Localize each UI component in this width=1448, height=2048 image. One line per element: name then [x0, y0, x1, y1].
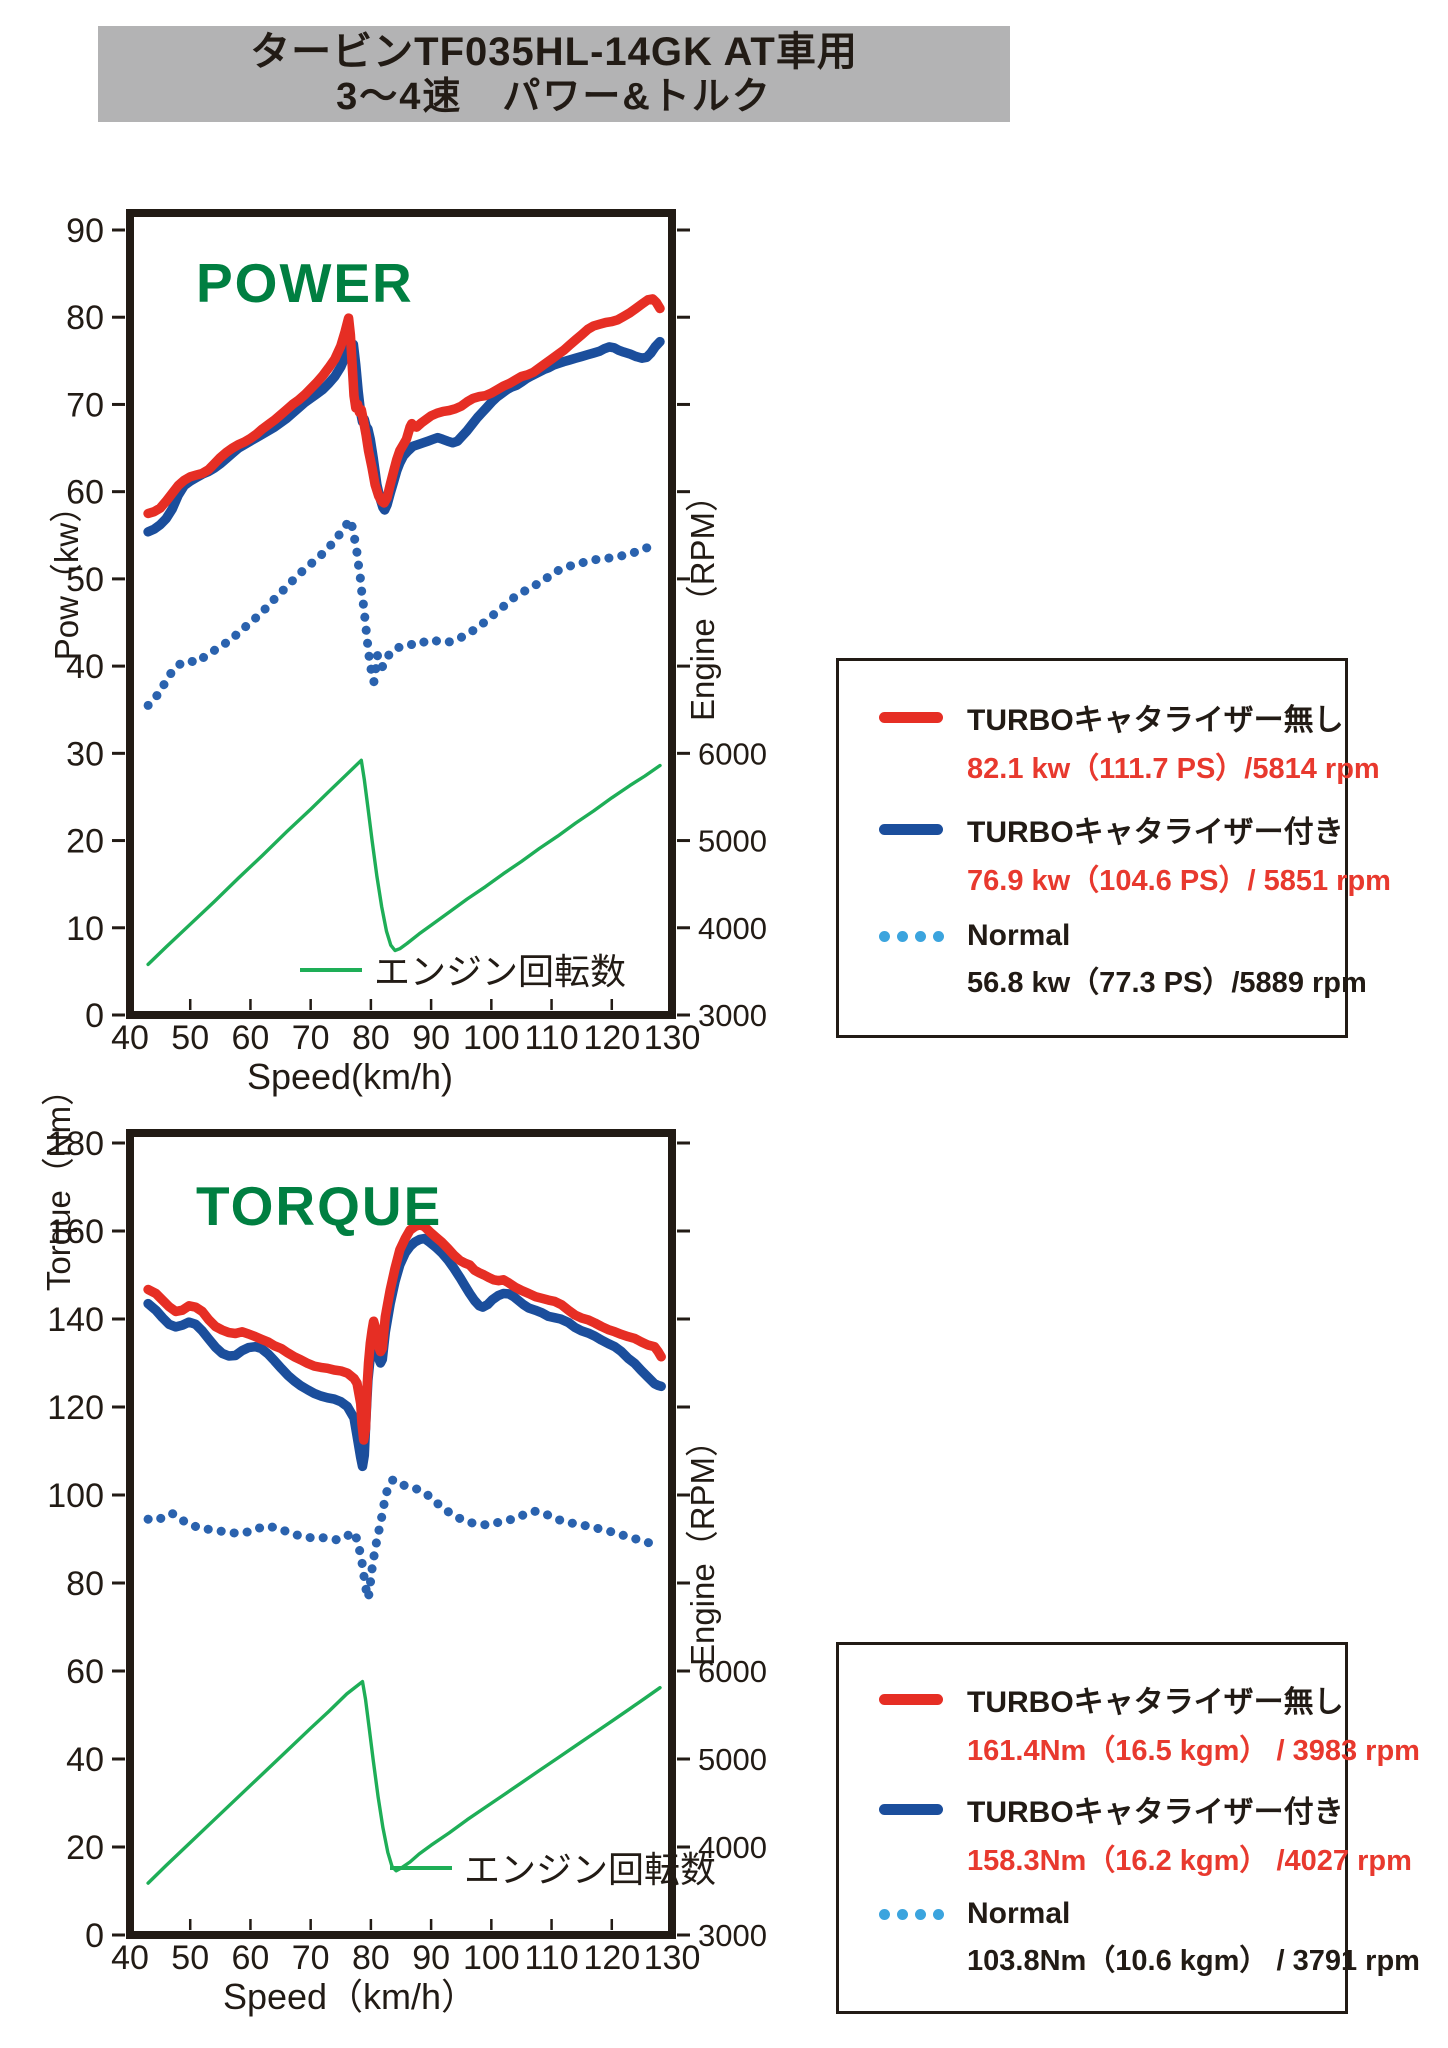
- engine-rpm-legend-label: エンジン回転数: [374, 951, 626, 992]
- x-tick-label: 110: [524, 1939, 578, 1977]
- y-left-tick-label: 50: [66, 561, 104, 599]
- x-tick-label: 40: [111, 1019, 149, 1057]
- legend-label: Normal: [967, 1897, 1071, 1930]
- torque-chart: 0 20 40 60 80 100 120 140 160 180 6000 5000 4000 3000…: [40, 1073, 767, 2017]
- legend-value: 103.8Nm（10.6 kgm） / 3791 rpm: [967, 1945, 1420, 1977]
- torque-series-with-cat: [143, 1233, 666, 1472]
- y-left-tick-label: 90: [66, 212, 104, 250]
- y-right-tick-label: 5000: [698, 1742, 767, 1777]
- y-left-tick-label: 140: [47, 1301, 104, 1339]
- legend-label: TURBOキャタライザー付き: [967, 1796, 1344, 1829]
- x-tick-label: 70: [292, 1019, 330, 1057]
- legend-item: Normal 103.8Nm（10.6 kgm） / 3791 rpm: [879, 1897, 1420, 1979]
- power-series-no-cat: [143, 294, 665, 519]
- legend-item: Normal 56.8 kw（77.3 PS）/5889 rpm: [879, 919, 1367, 1001]
- y-left-tick-label: 40: [66, 648, 104, 686]
- page-title-line2: 3～4速 パワー&トルク: [336, 76, 772, 118]
- y-left-tick-label: 60: [66, 474, 104, 512]
- legend-label: TURBOキャタライザー付き: [967, 816, 1344, 849]
- y-right-tick-label: 4000: [698, 911, 767, 946]
- y-left-tick-label: 180: [47, 1125, 104, 1163]
- torque-y-right-axis-label: Engine（RPM）: [684, 1424, 721, 1666]
- x-tick-label: 50: [171, 1019, 209, 1057]
- legend-value: 158.3Nm（16.2 kgm） /4027 rpm: [967, 1845, 1412, 1877]
- power-plot-frame: [126, 209, 676, 1019]
- power-series-normal: [143, 515, 662, 710]
- dotted-line-marker-icon: [879, 1908, 967, 1920]
- engine-rpm-legend-label: エンジン回転数: [464, 1849, 716, 1890]
- legend-value: 76.9 kw（104.6 PS）/ 5851 rpm: [967, 865, 1391, 897]
- y-left-tick-label: 10: [66, 910, 104, 948]
- y-left-tick-label: 0: [85, 1917, 104, 1955]
- legend-item: TURBOキャタライザー付き 76.9 kw（104.6 PS）/ 5851 r…: [879, 807, 1391, 899]
- y-left-tick-label: 30: [66, 735, 104, 773]
- torque-plot-frame: [126, 1129, 676, 1939]
- y-left-tick-label: 20: [66, 823, 104, 861]
- y-left-tick-label: 80: [66, 1565, 104, 1603]
- power-y-left-axis-label: Pow（kw）: [48, 490, 85, 661]
- power-chart: 0 10 20 30 40 50 60 70 80 90 6000 5000 4000 3000 40 50 6…: [48, 209, 767, 1097]
- legend-value: 161.4Nm（16.5 kgm） / 3983 rpm: [967, 1735, 1420, 1767]
- power-legend-box: TURBOキャタライザー無し 82.1 kw（111.7 PS）/5814 rp…: [836, 658, 1391, 1038]
- y-left-tick-label: 120: [47, 1389, 104, 1427]
- y-right-tick-label: 5000: [698, 824, 767, 859]
- x-tick-label: 50: [171, 1939, 209, 1977]
- x-tick-label: 80: [352, 1019, 390, 1057]
- x-tick-label: 100: [463, 1939, 520, 1977]
- x-tick-label: 130: [644, 1019, 701, 1057]
- blue-line-marker-icon: [879, 823, 967, 835]
- power-title: POWER: [196, 252, 414, 314]
- x-tick-label: 130: [644, 1939, 701, 1977]
- x-tick-label: 90: [412, 1939, 450, 1977]
- legend-label: TURBOキャタライザー無し: [967, 1686, 1344, 1719]
- x-tick-label: 100: [463, 1019, 520, 1057]
- torque-y-left-axis-label: Torque（Nm）: [40, 1073, 77, 1291]
- legend-label: TURBOキャタライザー無し: [967, 704, 1344, 737]
- x-tick-label: 110: [524, 1019, 578, 1057]
- torque-legend-box: TURBOキャタライザー無し 161.4Nm（16.5 kgm） / 3983 …: [836, 1642, 1420, 2014]
- dotted-line-marker-icon: [879, 930, 967, 942]
- y-left-tick-label: 40: [66, 1741, 104, 1779]
- x-tick-label: 120: [583, 1939, 640, 1977]
- power-series-engine-rpm: [146, 758, 662, 967]
- y-right-tick-label: 3000: [698, 998, 767, 1033]
- torque-series-normal: [143, 1475, 665, 1603]
- x-tick-label: 60: [232, 1939, 270, 1977]
- x-tick-label: 40: [111, 1939, 149, 1977]
- legend-item: TURBOキャタライザー付き 158.3Nm（16.2 kgm） /4027 r…: [879, 1787, 1412, 1879]
- y-right-tick-label: 3000: [698, 1918, 767, 1953]
- y-left-tick-label: 0: [85, 997, 104, 1035]
- red-line-marker-icon: [879, 1693, 967, 1705]
- legend-label: Normal: [967, 919, 1071, 952]
- y-left-tick-label: 160: [47, 1213, 104, 1251]
- y-right-tick-label: 4000: [698, 1830, 767, 1865]
- y-left-tick-label: 20: [66, 1829, 104, 1867]
- torque-x-axis-label: Speed（km/h）: [223, 1976, 477, 2017]
- y-right-tick-label: 6000: [698, 1654, 767, 1689]
- torque-title: TORQUE: [196, 1175, 442, 1237]
- torque-series-no-cat: [143, 1220, 666, 1445]
- y-left-tick-label: 70: [66, 386, 104, 424]
- red-line-marker-icon: [879, 711, 967, 723]
- y-left-tick-label: 100: [47, 1477, 104, 1515]
- y-left-tick-label: 80: [66, 299, 104, 337]
- x-tick-label: 70: [292, 1939, 330, 1977]
- y-left-tick-label: 60: [66, 1653, 104, 1691]
- x-tick-label: 90: [412, 1019, 450, 1057]
- legend-item: TURBOキャタライザー無し 161.4Nm（16.5 kgm） / 3983 …: [879, 1677, 1420, 1769]
- page-title-line1: タービンTF035HL-14GK AT車用: [250, 30, 858, 74]
- power-x-axis-label: Speed(km/h): [247, 1056, 453, 1097]
- legend-value: 56.8 kw（77.3 PS）/5889 rpm: [967, 967, 1367, 999]
- legend-value: 82.1 kw（111.7 PS）/5814 rpm: [967, 753, 1380, 785]
- power-y-right-axis-label: Engine（RPM）: [684, 479, 721, 721]
- blue-line-marker-icon: [879, 1803, 967, 1815]
- x-tick-label: 60: [232, 1019, 270, 1057]
- x-tick-label: 80: [352, 1939, 390, 1977]
- y-right-tick-label: 6000: [698, 736, 767, 771]
- title-bar: タービンTF035HL-14GK AT車用 3～4速 パワー&トルク: [98, 26, 1010, 122]
- legend-item: TURBOキャタライザー無し 82.1 kw（111.7 PS）/5814 rp…: [879, 695, 1380, 787]
- x-tick-label: 120: [583, 1019, 640, 1057]
